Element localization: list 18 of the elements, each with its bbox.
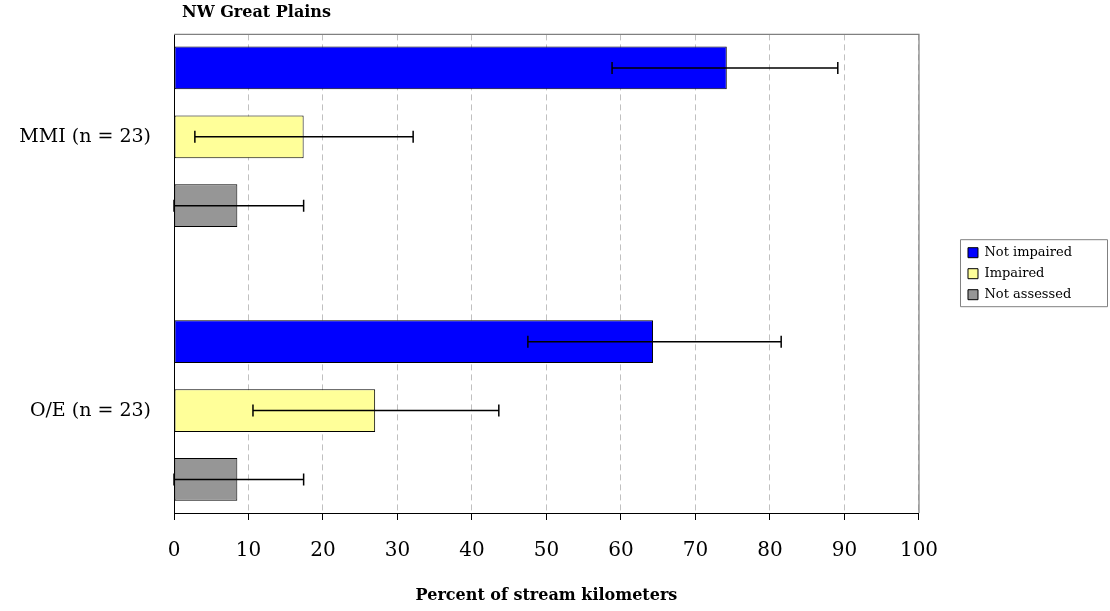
x-tick-label: 30 (384, 537, 411, 562)
x-tick-label: 50 (533, 537, 560, 562)
x-tick-label: 0 (167, 537, 181, 562)
x-tick-label: 90 (831, 537, 858, 562)
legend-label: Not impaired (984, 244, 1073, 260)
legend-label: Impaired (984, 265, 1045, 281)
x-tick-label: 100 (899, 537, 939, 562)
x-tick-label: 40 (459, 537, 485, 562)
x-tick-label: 70 (682, 537, 709, 562)
x-tick-label: 80 (757, 537, 783, 562)
y-tick-label: MMI (n = 23) (19, 123, 151, 146)
x-tick-label: 60 (608, 537, 634, 562)
y-tick-label: O/E (n = 23) (29, 397, 151, 420)
x-tick-label: 20 (310, 537, 336, 562)
legend-label: Not assessed (984, 286, 1072, 302)
x-axis-title: Percent of stream kilometers (415, 584, 678, 604)
chart-title: NW Great Plains (182, 2, 331, 22)
x-tick-label: 10 (235, 537, 262, 562)
